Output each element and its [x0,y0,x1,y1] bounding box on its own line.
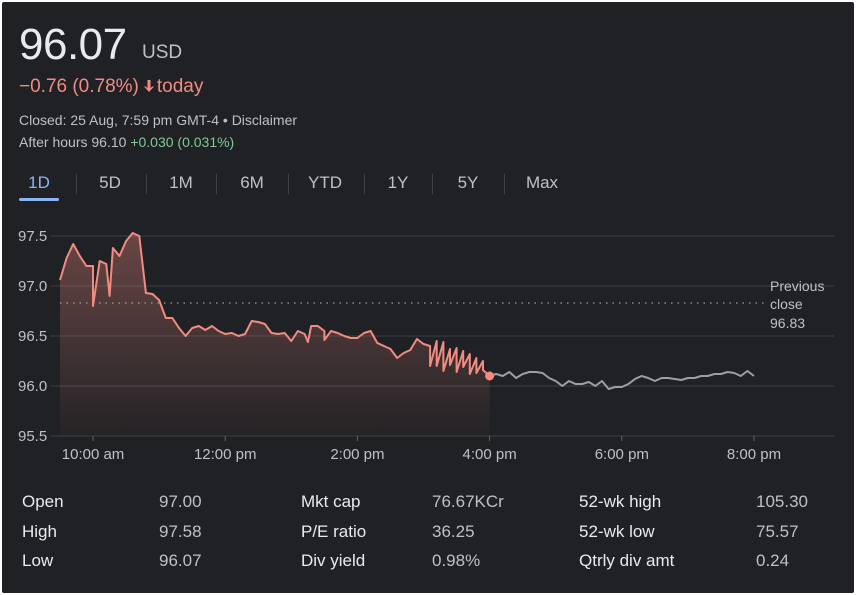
range-tabs: 1D 5D 1M 6M YTD 1Y 5Y Max [2,170,854,204]
tab-1m[interactable]: 1M [169,173,193,192]
after-hours-change: +0.030 (0.031%) [130,134,235,150]
currency-label: USD [142,42,183,63]
stat-label-low: Low [22,551,54,570]
change-suffix: today [156,76,204,97]
tab-1d[interactable]: 1D [19,170,59,204]
current-price: 96.07 [19,20,127,69]
y-tick-label: 97.5 [18,228,47,245]
tab-ytd[interactable]: YTD [308,173,342,192]
stat-value-mkt-cap: 76.67KCr [432,492,504,511]
tab-divider [364,174,365,194]
stat-value-pe-ratio: 36.25 [432,522,475,541]
x-tick-label: 12:00 pm [194,446,257,463]
after-hours-price: 96.10 [91,134,127,150]
tab-6m[interactable]: 6M [240,173,264,192]
x-tick-label: 2:00 pm [330,446,384,463]
closed-time: Closed: 25 Aug, 7:59 pm GMT-4 [19,112,219,128]
x-tick-label: 8:00 pm [727,446,781,463]
tab-divider [288,174,289,194]
arrow-down-icon [143,76,155,98]
tab-5d[interactable]: 5D [99,173,121,192]
stat-label-high: High [22,522,57,541]
tab-max[interactable]: Max [525,173,559,192]
previous-close-value: 96.83 [770,315,805,331]
tab-divider [432,174,433,194]
stat-value-open: 97.00 [159,492,202,511]
tab-1y[interactable]: 1Y [387,173,409,192]
stat-label-52wk-low: 52-wk low [579,522,655,541]
x-tick-label: 6:00 pm [595,446,649,463]
previous-close-label: Previous [770,278,824,294]
market-close-marker [485,371,495,381]
closed-info: Closed: 25 Aug, 7:59 pm GMT-4 • Disclaim… [19,112,297,128]
price-change: −0.76 (0.78%) today [19,76,203,98]
stat-label-open: Open [22,492,64,511]
y-tick-label: 95.5 [18,428,47,445]
stat-label-div-yield: Div yield [301,551,366,570]
x-tick-label: 10:00 am [62,446,125,463]
after-hours-line [489,370,755,390]
tab-divider [146,174,147,194]
after-hours-label: After hours [19,134,88,150]
stat-value-low: 96.07 [159,551,202,570]
stat-value-52wk-high: 105.30 [756,492,808,511]
y-tick-label: 96.5 [18,328,47,345]
regular-session-line [59,232,491,377]
y-tick-label: 97.0 [18,278,47,295]
stat-value-high: 97.58 [159,522,202,541]
tab-divider [504,174,505,194]
separator-dot: • [222,112,228,128]
stat-value-div-yield: 0.98% [432,551,481,570]
disclaimer-link[interactable]: Disclaimer [231,112,298,128]
stat-label-mkt-cap: Mkt cap [301,492,361,511]
stat-label-52wk-high: 52-wk high [579,492,662,511]
stat-value-qtrly-div: 0.24 [756,551,790,570]
price-chart[interactable]: 95.5 96.0 96.5 97.0 97.5 10:00 am 12:00 pm 2:0… [2,212,854,472]
tab-divider [76,174,77,194]
previous-close-label: close [770,296,803,312]
x-tick-label: 4:00 pm [463,446,517,463]
y-tick-label: 96.0 [18,378,47,395]
stat-label-pe-ratio: P/E ratio [301,522,367,541]
after-hours-info: After hours 96.10 +0.030 (0.031%) [19,134,234,150]
change-value: −0.76 (0.78%) [19,76,139,97]
tab-5y[interactable]: 5Y [457,173,479,192]
tab-divider [216,174,217,194]
stat-label-qtrly-div: Qtrly div amt [579,551,675,570]
stat-value-52wk-low: 75.57 [756,522,799,541]
